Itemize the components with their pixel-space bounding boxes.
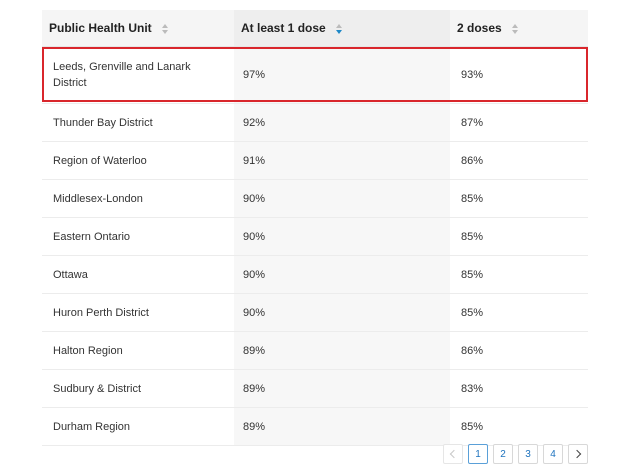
table-row: Region of Waterloo 91% 86% (42, 141, 588, 180)
pagination: 1 2 3 4 (443, 444, 588, 464)
cell-one-dose: 90% (234, 293, 450, 332)
cell-one-dose: 91% (234, 141, 450, 180)
cell-one-dose: 89% (234, 407, 450, 446)
vaccination-table-container: Public Health Unit At least 1 dose 2 dos… (42, 10, 588, 446)
column-header-public-health-unit[interactable]: Public Health Unit (42, 10, 234, 47)
sort-icon[interactable] (511, 23, 519, 34)
cell-one-dose: 89% (234, 331, 450, 370)
table-row: Durham Region 89% 85% (42, 407, 588, 446)
cell-two-doses: 87% (450, 103, 588, 142)
cell-two-doses: 93% (450, 46, 588, 104)
column-header-label: At least 1 dose (241, 21, 326, 35)
cell-two-doses: 85% (450, 407, 588, 446)
next-page-button[interactable] (568, 444, 588, 464)
cell-two-doses: 85% (450, 293, 588, 332)
table-row: Thunder Bay District 92% 87% (42, 103, 588, 142)
cell-one-dose: 92% (234, 103, 450, 142)
vaccination-table: Public Health Unit At least 1 dose 2 dos… (42, 10, 588, 446)
table-row: Ottawa 90% 85% (42, 255, 588, 294)
table-row: Huron Perth District 90% 85% (42, 293, 588, 332)
cell-one-dose: 97% (234, 46, 450, 104)
table-header-row: Public Health Unit At least 1 dose 2 dos… (42, 10, 588, 47)
cell-unit: Durham Region (42, 407, 234, 446)
cell-two-doses: 86% (450, 141, 588, 180)
column-header-label: Public Health Unit (49, 21, 152, 35)
cell-unit: Eastern Ontario (42, 217, 234, 256)
table-row: Halton Region 89% 86% (42, 331, 588, 370)
table-row: Eastern Ontario 90% 85% (42, 217, 588, 256)
page-button-4[interactable]: 4 (543, 444, 563, 464)
column-header-label: 2 doses (457, 21, 502, 35)
cell-two-doses: 85% (450, 255, 588, 294)
table-row: Middlesex-London 90% 85% (42, 179, 588, 218)
page-button-2[interactable]: 2 (493, 444, 513, 464)
cell-unit: Middlesex-London (42, 179, 234, 218)
cell-unit: Thunder Bay District (42, 103, 234, 142)
cell-two-doses: 83% (450, 369, 588, 408)
cell-unit: Sudbury & District (42, 369, 234, 408)
cell-unit: Region of Waterloo (42, 141, 234, 180)
sort-icon[interactable] (161, 23, 169, 34)
cell-unit: Huron Perth District (42, 293, 234, 332)
previous-page-button[interactable] (443, 444, 463, 464)
table-row: Leeds, Grenville and Lanark District 97%… (42, 46, 588, 104)
cell-two-doses: 85% (450, 217, 588, 256)
page-button-1[interactable]: 1 (468, 444, 488, 464)
cell-two-doses: 85% (450, 179, 588, 218)
cell-unit: Ottawa (42, 255, 234, 294)
chevron-right-icon (572, 449, 582, 459)
table-row: Sudbury & District 89% 83% (42, 369, 588, 408)
cell-one-dose: 90% (234, 179, 450, 218)
column-header-2-doses[interactable]: 2 doses (450, 10, 588, 47)
column-header-at-least-1-dose[interactable]: At least 1 dose (234, 10, 450, 47)
cell-one-dose: 89% (234, 369, 450, 408)
cell-two-doses: 86% (450, 331, 588, 370)
page-button-3[interactable]: 3 (518, 444, 538, 464)
cell-unit: Halton Region (42, 331, 234, 370)
sort-descending-icon[interactable] (335, 23, 343, 34)
cell-one-dose: 90% (234, 255, 450, 294)
cell-unit: Leeds, Grenville and Lanark District (42, 46, 234, 104)
chevron-left-icon (449, 449, 459, 459)
cell-one-dose: 90% (234, 217, 450, 256)
